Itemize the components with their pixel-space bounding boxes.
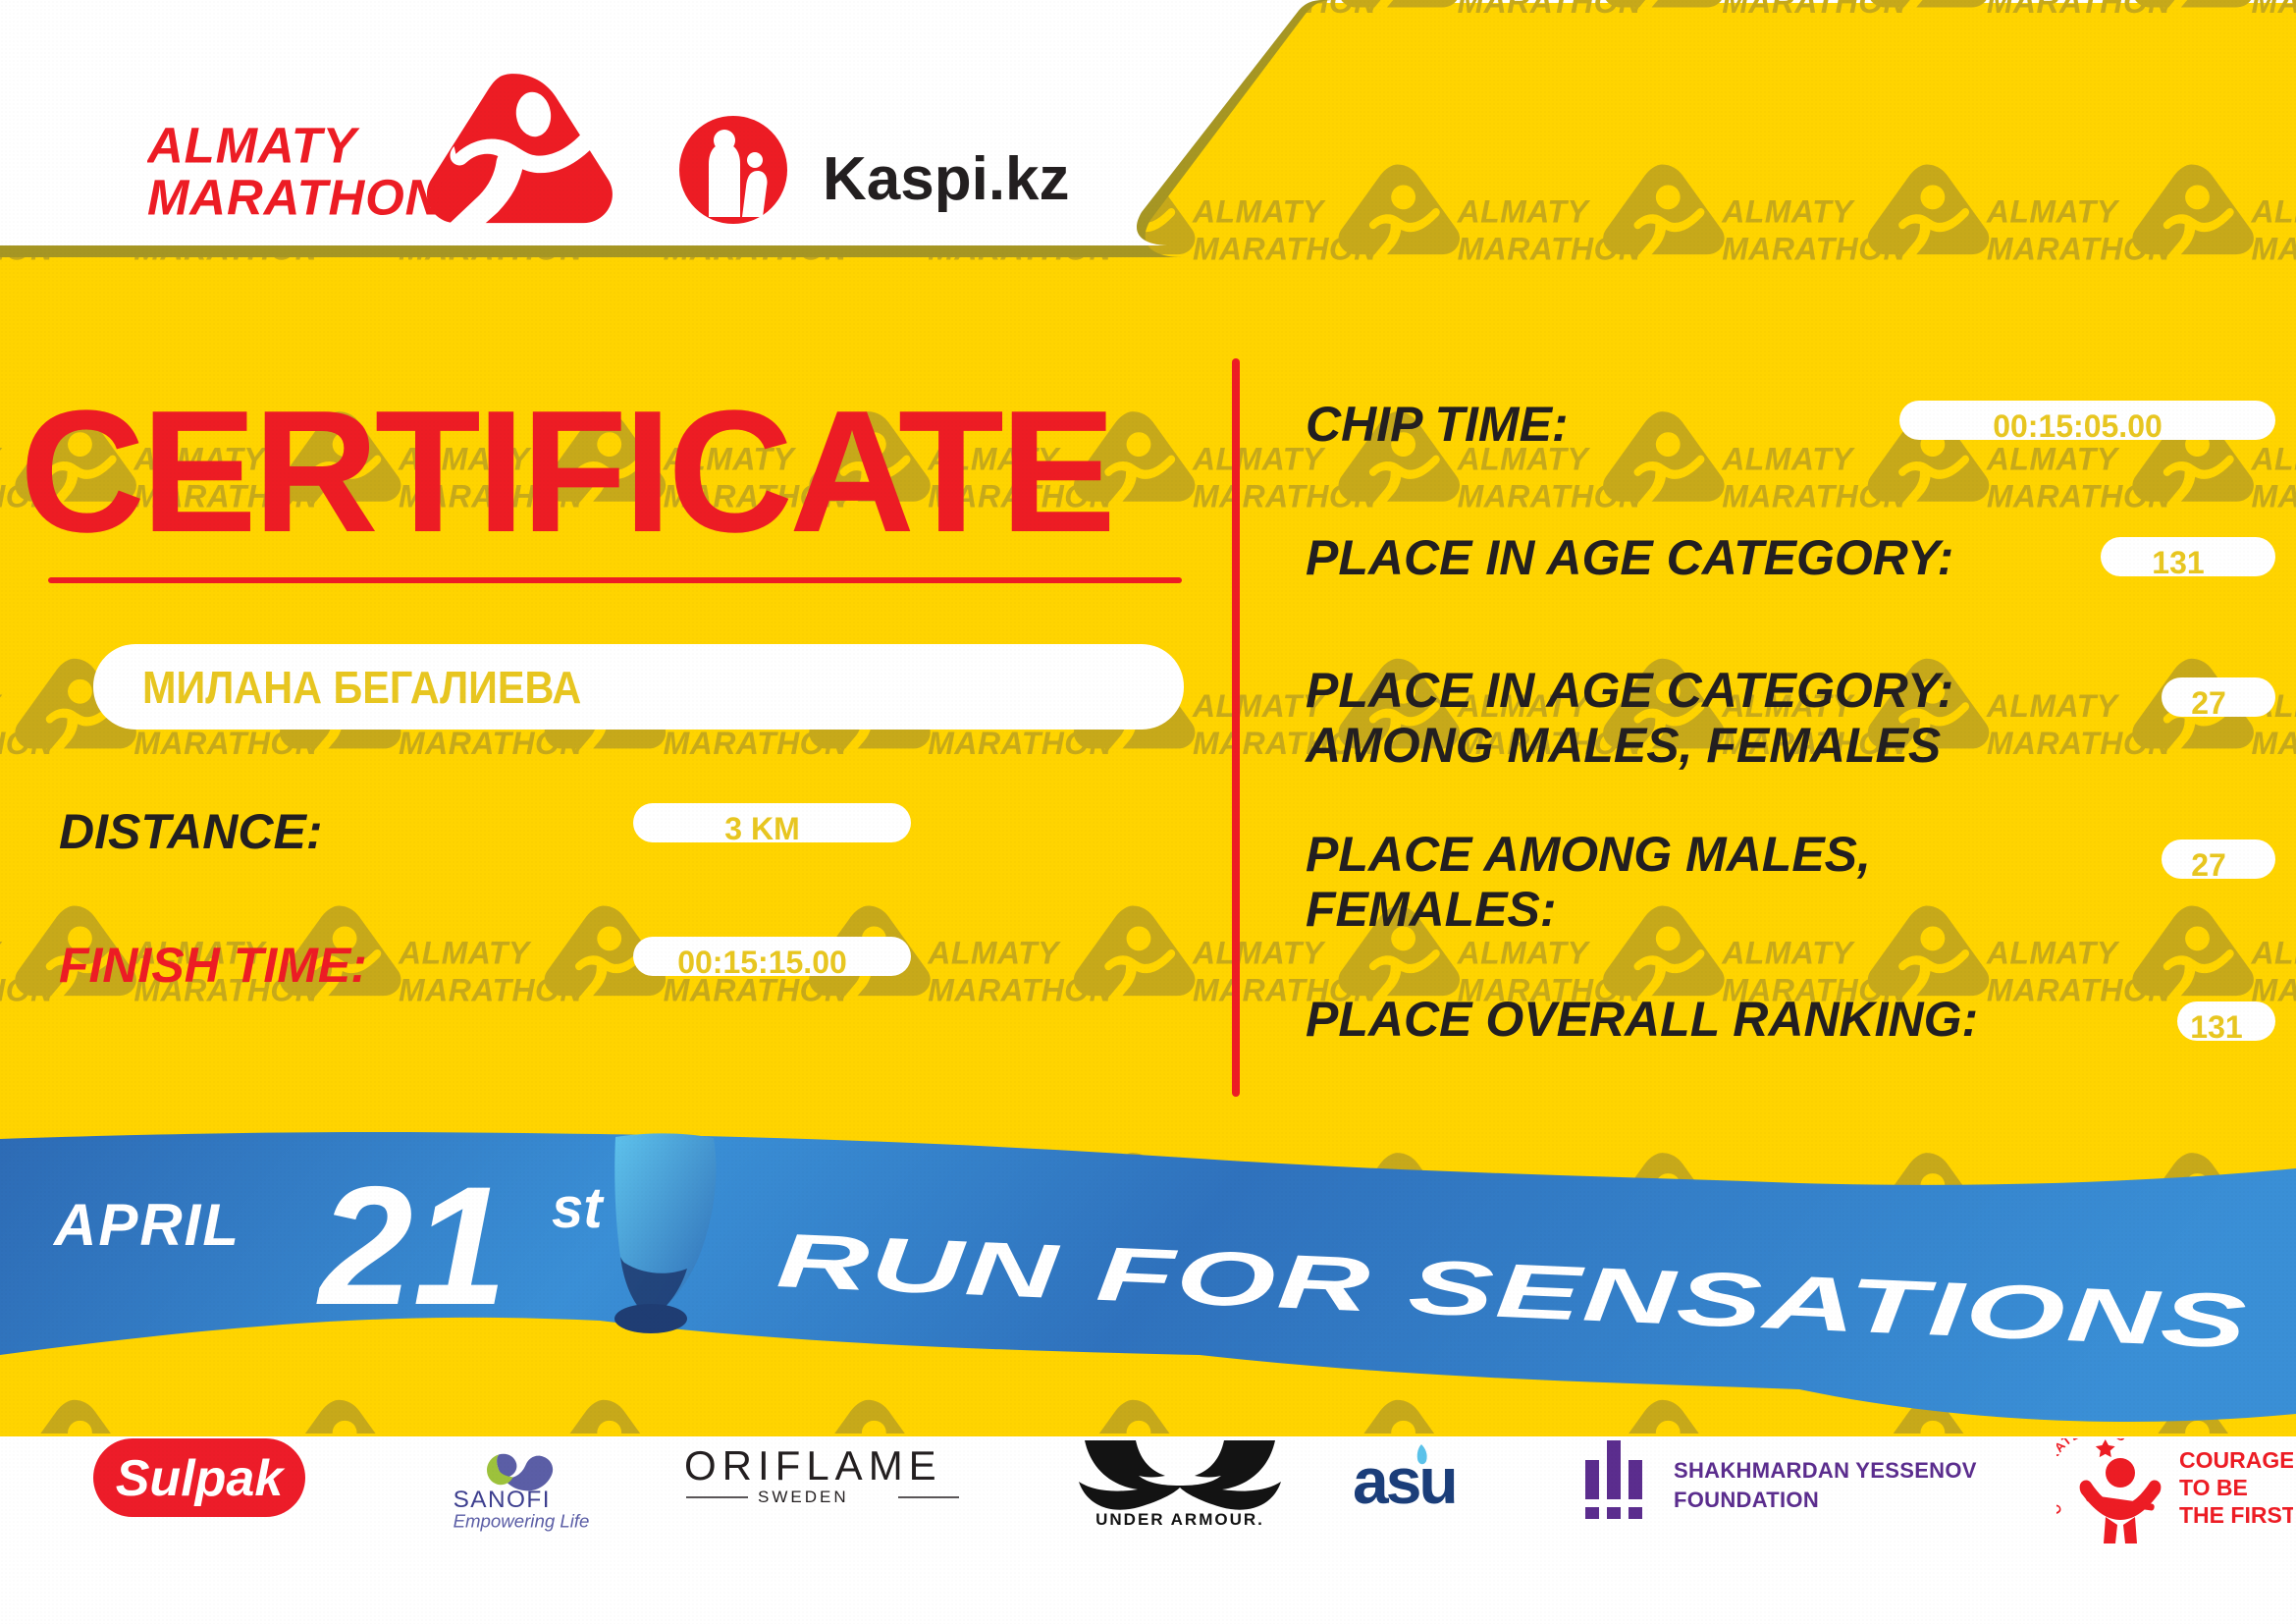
- svg-text:Kaspi.kz: Kaspi.kz: [823, 145, 1070, 213]
- svg-text:TO BE: TO BE: [2179, 1475, 2248, 1500]
- svg-text:ORIFLAME: ORIFLAME: [684, 1442, 942, 1489]
- svg-text:SANOFI: SANOFI: [454, 1487, 551, 1513]
- svg-text:21: 21: [316, 1152, 507, 1340]
- svg-text:ALMATY: ALMATY: [147, 118, 360, 174]
- svg-text:APRIL: APRIL: [52, 1192, 240, 1258]
- svg-text:UNDER ARMOUR.: UNDER ARMOUR.: [1095, 1510, 1264, 1529]
- svg-text:st: st: [552, 1176, 605, 1240]
- svg-text:MARATHON: MARATHON: [147, 169, 443, 225]
- svg-text:COURAGE: COURAGE: [2179, 1447, 2293, 1473]
- svg-text:Empowering Life: Empowering Life: [454, 1510, 590, 1531]
- svg-text:SHAKHMARDAN YESSENOV: SHAKHMARDAN YESSENOV: [1674, 1458, 1977, 1483]
- svg-text:asu: asu: [1355, 1444, 1456, 1517]
- svg-text:SWEDEN: SWEDEN: [758, 1488, 849, 1506]
- svg-text:Sulpak: Sulpak: [116, 1450, 287, 1507]
- svg-text:THE FIRST!: THE FIRST!: [2179, 1502, 2293, 1528]
- svg-text:FOUNDATION: FOUNDATION: [1674, 1488, 1819, 1512]
